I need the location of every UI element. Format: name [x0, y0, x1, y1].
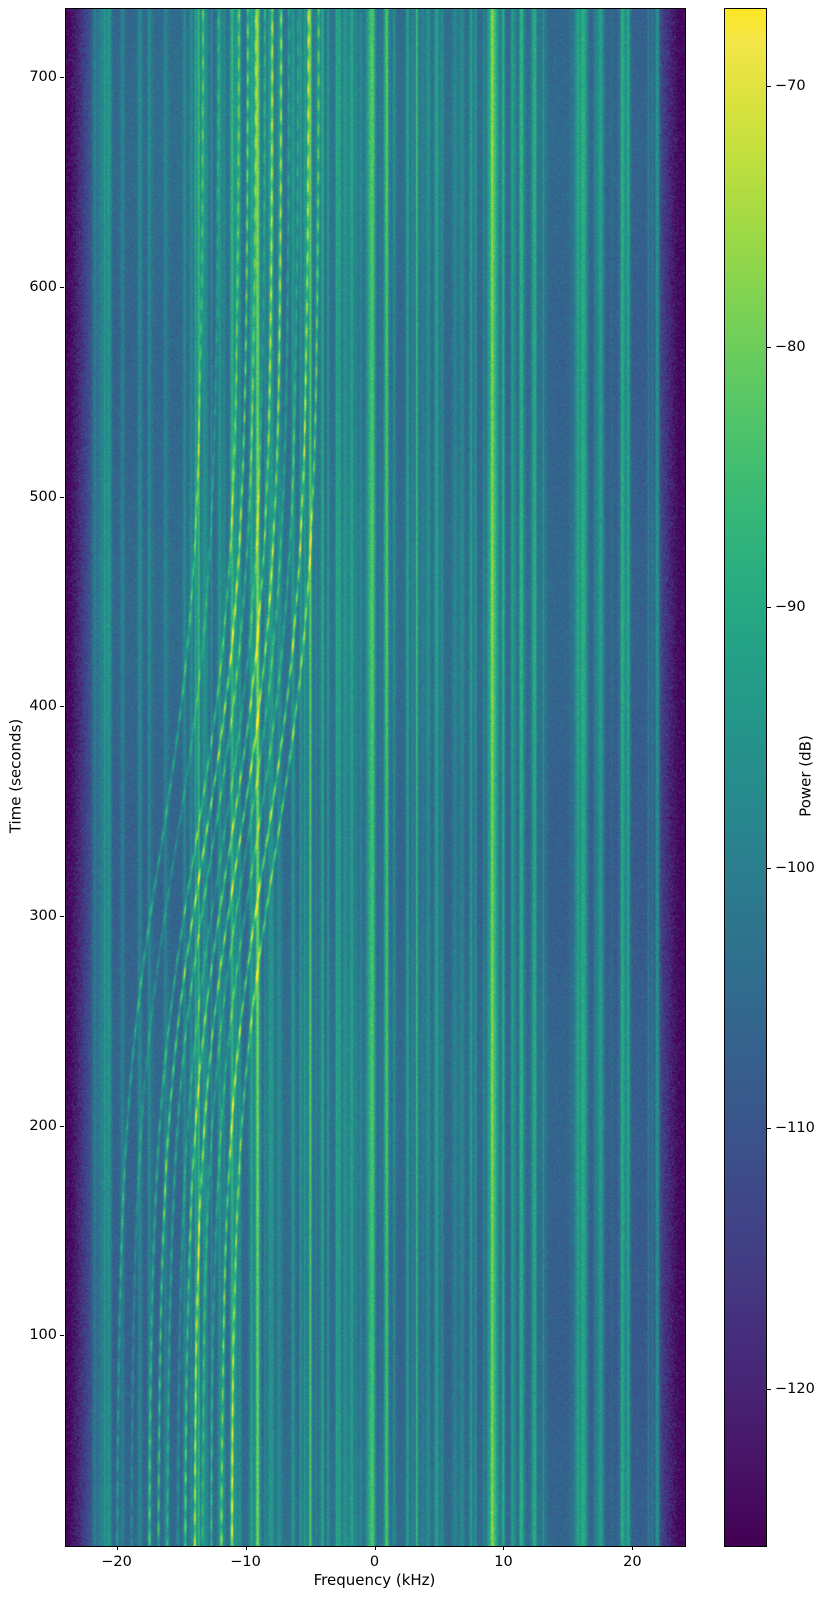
y-tick-mark [60, 286, 64, 288]
colorbar-tick-mark [767, 346, 771, 348]
x-tick-mark [503, 1546, 505, 1550]
x-tick-label: 0 [369, 1554, 380, 1570]
y-tick-label: 500 [29, 488, 57, 505]
y-axis-label: Time (seconds) [6, 718, 25, 834]
colorbar-tick-mark [767, 1128, 771, 1130]
x-tick-label: 10 [494, 1554, 513, 1570]
colorbar-tick-label: −70 [775, 77, 806, 94]
colorbar-tick-label: −120 [775, 1380, 815, 1397]
y-tick-label: 100 [29, 1327, 57, 1344]
x-tick-mark [632, 1546, 634, 1550]
y-tick-label: 400 [29, 698, 57, 714]
x-axis-label: Frequency (kHz) [313, 1571, 436, 1589]
colorbar-tick-mark [767, 607, 771, 609]
colorbar[interactable] [724, 8, 767, 1547]
y-tick-mark [60, 915, 64, 917]
y-tick-mark [60, 1335, 64, 1337]
colorbar-gradient [725, 9, 766, 1546]
x-tick-mark [116, 1546, 118, 1550]
colorbar-tick-mark [767, 86, 771, 88]
colorbar-tick-mark [767, 1388, 771, 1390]
x-tick-mark [374, 1546, 376, 1550]
y-tick-label: 600 [29, 278, 57, 295]
colorbar-label: Power (dB) [796, 735, 815, 817]
y-tick-mark [60, 496, 64, 498]
colorbar-tick-label: −80 [775, 338, 806, 355]
y-tick-label: 300 [29, 907, 57, 924]
colorbar-tick-mark [767, 867, 771, 869]
colorbar-tick-label: −90 [775, 598, 806, 615]
x-tick-label: 20 [623, 1554, 642, 1570]
x-tick-label: −10 [230, 1554, 261, 1570]
y-tick-label: 700 [29, 68, 57, 85]
y-tick-mark [60, 706, 64, 708]
x-tick-mark [245, 1546, 247, 1550]
colorbar-tick-label: −110 [775, 1119, 815, 1136]
spectrogram-axes[interactable] [65, 8, 686, 1547]
y-tick-mark [60, 1125, 64, 1127]
colorbar-tick-label: −100 [775, 859, 815, 876]
spectrogram-image [66, 9, 685, 1546]
x-tick-label: −20 [101, 1554, 132, 1570]
y-tick-mark [60, 77, 64, 79]
y-tick-label: 200 [29, 1117, 57, 1134]
